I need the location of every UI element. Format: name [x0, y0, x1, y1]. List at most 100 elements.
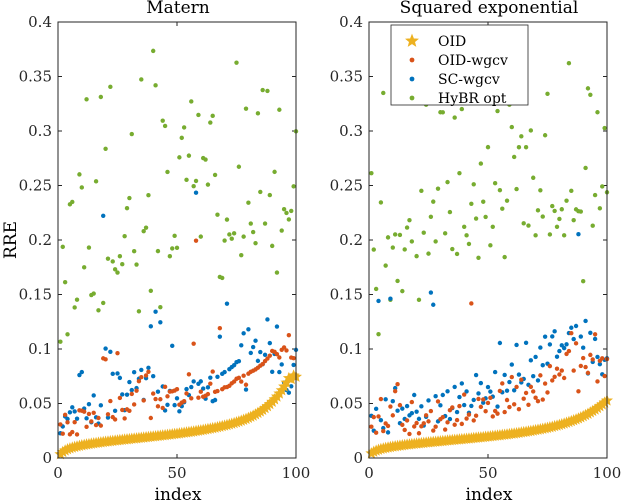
point-oid-wgcv	[58, 422, 63, 427]
point-sc-wgcv	[265, 317, 270, 322]
point-sc-wgcv	[110, 371, 115, 377]
point-sc-wgcv	[573, 323, 579, 329]
point-oid-wgcv	[378, 396, 384, 402]
point-sc-wgcv	[569, 325, 574, 330]
point-oid-wgcv	[428, 408, 434, 414]
legend-marker-oid	[405, 33, 419, 47]
point-oid-wgcv	[519, 377, 524, 382]
point-sc-wgcv	[400, 406, 405, 411]
point-sc-wgcv	[552, 329, 557, 334]
y-tick-label: 0	[42, 449, 52, 467]
legend-label-oid-wgcv: OID-wgcv	[438, 53, 508, 69]
point-sc-wgcv	[65, 416, 70, 422]
point-hybr-opt	[284, 210, 289, 216]
point-hybr-opt	[243, 106, 249, 111]
point-sc-wgcv	[205, 385, 211, 390]
point-oid-wgcv	[433, 424, 438, 429]
point-sc-wgcv	[248, 350, 253, 356]
point-sc-wgcv	[77, 372, 82, 378]
point-hybr-opt	[497, 187, 503, 193]
point-sc-wgcv	[98, 403, 104, 408]
point-hybr-opt	[270, 243, 275, 249]
point-oid-wgcv	[402, 427, 407, 433]
point-oid-wgcv	[191, 341, 196, 346]
point-sc-wgcv	[267, 340, 273, 346]
point-oid-wgcv	[404, 418, 410, 423]
point-sc-wgcv	[514, 342, 519, 348]
point-sc-wgcv	[170, 343, 175, 349]
point-oid-wgcv	[162, 384, 168, 390]
point-sc-wgcv	[217, 334, 223, 339]
point-oid-wgcv	[217, 325, 223, 331]
point-hybr-opt	[509, 124, 514, 130]
point-hybr-opt	[378, 200, 384, 205]
point-oid-wgcv	[581, 355, 586, 361]
point-oid-wgcv	[291, 355, 296, 361]
point-oid-wgcv	[583, 364, 588, 370]
point-sc-wgcv	[193, 190, 199, 195]
point-hybr-opt	[239, 252, 244, 258]
point-oid-wgcv	[165, 394, 170, 399]
legend-label-hybr-opt: HyBR opt	[438, 91, 507, 107]
point-hybr-opt	[516, 145, 522, 150]
point-oid-wgcv	[559, 368, 564, 373]
point-hybr-opt	[143, 225, 149, 230]
point-sc-wgcv	[507, 379, 512, 385]
point-oid-wgcv	[416, 431, 422, 436]
data-points	[365, 61, 614, 459]
point-sc-wgcv	[390, 399, 395, 404]
point-oid-wgcv	[153, 396, 158, 402]
point-sc-wgcv	[578, 334, 584, 339]
point-sc-wgcv	[581, 345, 586, 350]
point-oid-wgcv	[497, 388, 503, 394]
point-oid-wgcv	[155, 404, 161, 409]
point-oid-wgcv	[569, 330, 574, 336]
point-oid-wgcv	[286, 332, 292, 338]
point-sc-wgcv	[108, 349, 113, 355]
point-oid-wgcv	[105, 412, 111, 417]
point-oid-wgcv	[274, 352, 280, 357]
point-hybr-opt	[578, 209, 584, 214]
point-hybr-opt	[234, 60, 239, 65]
point-hybr-opt	[79, 185, 85, 190]
point-hybr-opt	[454, 251, 460, 257]
point-hybr-opt	[191, 183, 196, 189]
point-oid-wgcv	[469, 301, 474, 306]
point-sc-wgcv	[561, 345, 567, 351]
point-hybr-opt	[473, 216, 479, 221]
point-sc-wgcv	[120, 392, 125, 397]
point-oid-wgcv	[96, 415, 101, 421]
legend-label-sc-wgcv: SC-wgcv	[438, 72, 500, 88]
point-oid-wgcv	[488, 395, 493, 401]
point-sc-wgcv	[428, 290, 434, 295]
point-sc-wgcv	[67, 410, 73, 415]
point-oid-wgcv	[151, 391, 156, 396]
point-oid-wgcv	[239, 379, 244, 384]
point-oid-wgcv	[485, 400, 491, 406]
point-oid-wgcv	[60, 431, 65, 436]
point-hybr-opt	[153, 83, 158, 88]
point-oid-wgcv	[500, 381, 505, 386]
point-oid-wgcv	[450, 405, 455, 410]
point-oid-wgcv	[495, 411, 500, 416]
point-hybr-opt	[545, 91, 550, 97]
point-sc-wgcv	[464, 389, 469, 394]
point-hybr-opt	[600, 184, 605, 189]
point-hybr-opt	[585, 86, 591, 91]
point-oid-wgcv	[481, 397, 486, 402]
point-sc-wgcv	[419, 404, 424, 409]
point-oid-wgcv	[578, 363, 584, 369]
point-hybr-opt	[416, 297, 422, 303]
point-hybr-opt	[258, 189, 263, 195]
point-hybr-opt	[117, 254, 123, 259]
point-hybr-opt	[542, 133, 548, 138]
point-sc-wgcv	[597, 361, 603, 367]
point-oid-wgcv	[148, 415, 154, 421]
point-hybr-opt	[186, 153, 192, 158]
point-hybr-opt	[592, 192, 598, 198]
point-sc-wgcv	[74, 416, 80, 421]
y-tick-label: 0.1	[339, 340, 363, 358]
point-oid-wgcv	[400, 422, 405, 428]
point-sc-wgcv	[554, 354, 560, 359]
